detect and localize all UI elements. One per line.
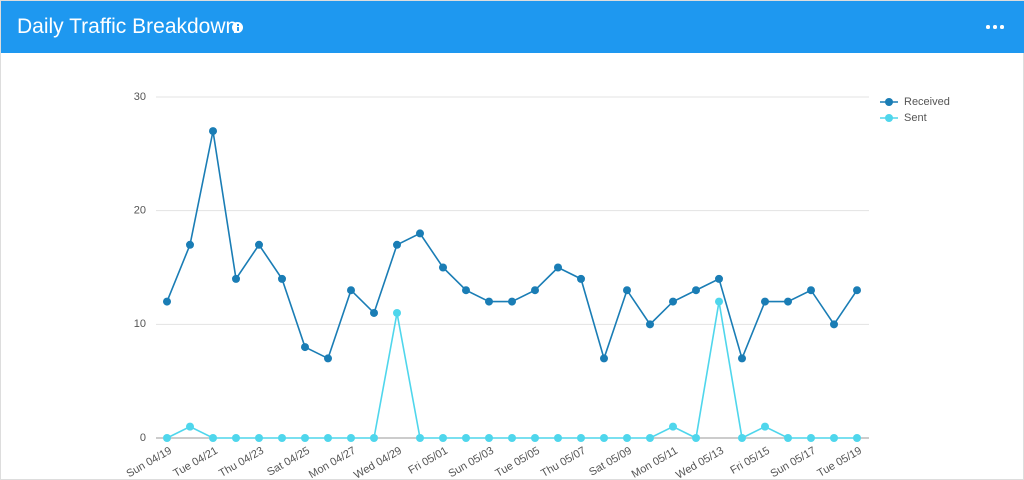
more-menu[interactable] bbox=[985, 19, 1005, 35]
data-point bbox=[209, 434, 217, 442]
data-point bbox=[508, 434, 516, 442]
data-point bbox=[347, 434, 355, 442]
data-point bbox=[485, 297, 493, 306]
data-point bbox=[278, 274, 286, 283]
data-point bbox=[715, 274, 723, 283]
x-tick-label: Tue 05/19 bbox=[815, 445, 864, 479]
data-point bbox=[600, 434, 608, 442]
x-tick-label: Thu 04/23 bbox=[217, 445, 266, 479]
x-tick-label: Sun 05/17 bbox=[769, 445, 818, 479]
x-tick-label: Tue 05/05 bbox=[493, 445, 542, 479]
x-tick-label: Mon 05/11 bbox=[630, 445, 680, 479]
data-point bbox=[232, 274, 240, 283]
data-point bbox=[439, 434, 447, 442]
x-tick-label: Sat 05/09 bbox=[587, 445, 634, 479]
data-point bbox=[508, 297, 516, 306]
x-tick-label: Sun 04/19 bbox=[125, 445, 174, 479]
x-tick-label: Wed 04/29 bbox=[352, 445, 404, 479]
x-tick-label: Sun 05/03 bbox=[447, 445, 496, 479]
legend-marker bbox=[885, 114, 893, 122]
y-tick-label: 20 bbox=[134, 205, 146, 217]
data-point bbox=[462, 434, 470, 442]
data-point bbox=[646, 320, 654, 329]
data-point bbox=[692, 286, 700, 295]
x-tick-label: Wed 05/13 bbox=[674, 445, 726, 479]
legend-marker bbox=[885, 98, 893, 106]
data-point bbox=[485, 434, 493, 442]
x-tick-label: Sat 04/25 bbox=[265, 445, 312, 479]
x-tick-label: Thu 05/07 bbox=[539, 445, 588, 479]
data-point bbox=[554, 263, 562, 272]
data-point bbox=[715, 297, 723, 306]
data-point bbox=[370, 308, 378, 317]
data-point bbox=[623, 286, 631, 295]
data-point bbox=[186, 422, 194, 431]
y-tick-label: 10 bbox=[134, 318, 146, 330]
legend-label: Sent bbox=[904, 112, 927, 124]
x-tick-label: Mon 04/27 bbox=[307, 445, 358, 479]
data-point bbox=[577, 434, 585, 442]
widget-title: Daily Traffic Breakdown bbox=[17, 15, 238, 38]
data-point bbox=[853, 286, 861, 295]
data-point bbox=[531, 286, 539, 295]
data-point bbox=[393, 240, 401, 249]
data-point bbox=[669, 422, 677, 431]
data-point bbox=[646, 434, 654, 442]
data-point bbox=[209, 127, 217, 136]
x-tick-label: Fri 05/15 bbox=[728, 445, 772, 477]
data-point bbox=[807, 286, 815, 295]
data-point bbox=[830, 320, 838, 329]
x-tick-label: Tue 04/21 bbox=[171, 445, 220, 479]
data-point bbox=[830, 434, 838, 442]
data-point bbox=[853, 434, 861, 442]
data-point bbox=[738, 434, 746, 442]
data-point bbox=[784, 434, 792, 442]
data-point bbox=[531, 434, 539, 442]
data-point bbox=[186, 240, 194, 249]
data-point bbox=[163, 434, 171, 442]
data-point bbox=[669, 297, 677, 306]
data-point bbox=[278, 434, 286, 442]
widget-header: Daily Traffic Breakdown bbox=[1, 1, 1024, 53]
data-point bbox=[554, 434, 562, 442]
x-tick-label: Fri 05/01 bbox=[406, 445, 450, 477]
data-point bbox=[416, 229, 424, 238]
data-point bbox=[600, 354, 608, 363]
data-point bbox=[761, 297, 769, 306]
y-tick-label: 0 bbox=[140, 432, 146, 444]
data-point bbox=[623, 434, 631, 442]
data-point bbox=[163, 297, 171, 306]
data-point bbox=[416, 434, 424, 442]
data-point bbox=[301, 343, 309, 352]
y-tick-label: 30 bbox=[134, 91, 146, 103]
data-point bbox=[462, 286, 470, 295]
data-point bbox=[324, 434, 332, 442]
data-point bbox=[255, 434, 263, 442]
data-point bbox=[738, 354, 746, 363]
data-point bbox=[324, 354, 332, 363]
legend-label: Received bbox=[904, 96, 950, 108]
data-point bbox=[761, 422, 769, 431]
data-point bbox=[370, 434, 378, 442]
data-point bbox=[784, 297, 792, 306]
data-point bbox=[255, 240, 263, 249]
info-icon[interactable] bbox=[232, 22, 243, 33]
series-line bbox=[166, 301, 857, 440]
data-point bbox=[692, 434, 700, 442]
data-point bbox=[393, 308, 401, 317]
data-point bbox=[347, 286, 355, 295]
data-point bbox=[439, 263, 447, 272]
data-point bbox=[577, 274, 585, 283]
data-point bbox=[807, 434, 815, 442]
data-point bbox=[301, 434, 309, 442]
data-point bbox=[232, 434, 240, 442]
